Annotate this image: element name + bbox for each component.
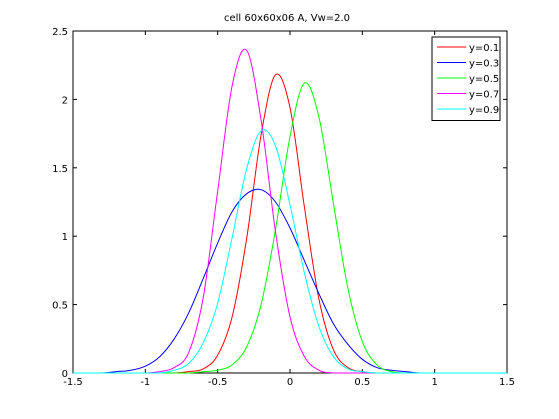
legend-label: y=0.3 — [469, 59, 499, 70]
series-lines — [73, 48, 507, 374]
y-tick-label: 0.5 — [52, 301, 68, 312]
x-tick-label: 1 — [431, 377, 437, 388]
x-axis: -1.5 -1 -0.5 0 0.5 1 1.5 — [63, 31, 515, 388]
x-tick-label: 0 — [287, 377, 293, 388]
legend-label: y=0.7 — [469, 90, 499, 101]
y-tick-label: 1 — [62, 232, 68, 243]
legend-label: y=0.5 — [469, 74, 499, 85]
x-tick-label: -1.5 — [63, 377, 83, 388]
legend-label: y=0.1 — [469, 43, 499, 54]
x-tick-label: -0.5 — [208, 377, 228, 388]
series-line-y-0-9 — [73, 129, 507, 374]
legend-label: y=0.9 — [469, 105, 499, 116]
chart-title: cell 60x60x06 A, Vw=2.0 — [224, 13, 350, 24]
legend: y=0.1 y=0.3 y=0.5 y=0.7 y=0.9 — [431, 36, 501, 121]
x-tick-label: 0.5 — [354, 377, 370, 388]
x-tick-label: 1.5 — [499, 377, 515, 388]
y-tick-label: 2 — [62, 95, 68, 106]
y-tick-label: 2.5 — [52, 27, 68, 38]
y-tick-label: 0 — [62, 369, 68, 380]
y-tick-label: 1.5 — [52, 164, 68, 175]
x-tick-label: -1 — [140, 377, 150, 388]
y-axis: 0 0.5 1 1.5 2 2.5 — [52, 27, 507, 380]
legend-box — [431, 36, 501, 121]
